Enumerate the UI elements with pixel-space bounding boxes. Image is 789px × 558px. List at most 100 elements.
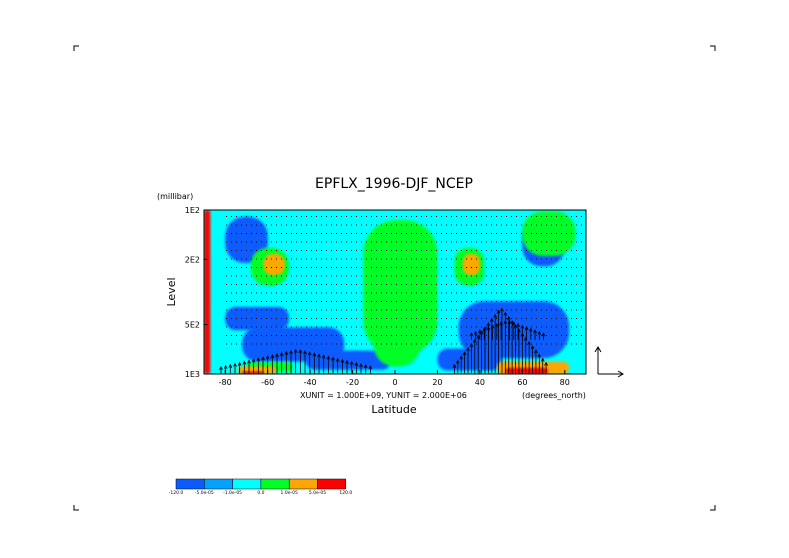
vector-dot bbox=[256, 292, 257, 294]
vector-dot bbox=[471, 275, 472, 277]
vector-dot bbox=[316, 275, 317, 277]
x-tick-label: 60 bbox=[517, 378, 527, 387]
vector-dot bbox=[386, 326, 387, 328]
vector-dot bbox=[496, 309, 497, 311]
vector-dot bbox=[566, 241, 567, 243]
vector-dot bbox=[406, 275, 407, 277]
flux-arrowhead bbox=[223, 364, 228, 369]
vector-dot bbox=[476, 275, 477, 277]
vector-dot bbox=[501, 301, 502, 302]
vector-dot bbox=[326, 250, 327, 251]
vector-dot bbox=[421, 241, 422, 243]
vector-dot bbox=[421, 309, 422, 311]
vector-dot bbox=[326, 318, 327, 319]
x-tick-label: -20 bbox=[346, 378, 359, 387]
vector-dot bbox=[476, 343, 477, 345]
vector-dot bbox=[281, 216, 282, 217]
flux-arrowhead bbox=[279, 351, 284, 357]
vector-dot bbox=[306, 301, 307, 302]
vector-dot bbox=[366, 250, 367, 251]
vector-dot bbox=[236, 343, 237, 345]
vector-dot bbox=[251, 318, 252, 319]
vector-dot bbox=[261, 233, 262, 234]
vector-dot bbox=[331, 309, 332, 311]
vector-dot bbox=[276, 309, 277, 311]
x-tick-label: 0 bbox=[392, 378, 397, 387]
vector-dot bbox=[471, 233, 472, 234]
vector-dot bbox=[461, 309, 462, 311]
vector-dot bbox=[516, 224, 517, 226]
vector-dot bbox=[266, 326, 267, 328]
vector-dot bbox=[341, 233, 342, 234]
vector-dot bbox=[391, 292, 392, 294]
flux-arrowhead bbox=[499, 321, 503, 326]
flux-arrowhead bbox=[261, 356, 265, 361]
vector-dot bbox=[516, 233, 517, 234]
vector-dot bbox=[416, 241, 417, 243]
vector-dot bbox=[531, 335, 532, 336]
vector-dot bbox=[571, 233, 572, 234]
vector-dot bbox=[331, 343, 332, 345]
flux-arrowhead bbox=[537, 330, 542, 335]
flux-arrowhead bbox=[486, 326, 491, 331]
vector-dot bbox=[371, 216, 372, 217]
vector-dot bbox=[431, 284, 432, 285]
vector-dot bbox=[471, 250, 472, 251]
vector-dot bbox=[546, 343, 547, 345]
vector-dot bbox=[541, 267, 542, 268]
vector-dot bbox=[301, 258, 302, 260]
vector-dot bbox=[296, 301, 297, 302]
vector-dot bbox=[376, 275, 377, 277]
vector-dot bbox=[411, 267, 412, 268]
vector-dot bbox=[581, 258, 582, 260]
vector-dot bbox=[486, 284, 487, 285]
vector-dot bbox=[481, 233, 482, 234]
vector-dot bbox=[556, 233, 557, 234]
vector-dot bbox=[451, 233, 452, 234]
vector-dot bbox=[281, 292, 282, 294]
vector-dot bbox=[296, 335, 297, 336]
vector-dot bbox=[446, 292, 447, 294]
vector-dot bbox=[356, 241, 357, 243]
vector-dot bbox=[306, 250, 307, 251]
vector-dot bbox=[451, 335, 452, 336]
vector-dot bbox=[536, 309, 537, 311]
vector-dot bbox=[561, 250, 562, 251]
vector-dot bbox=[291, 233, 292, 234]
vector-dot bbox=[511, 343, 512, 345]
vector-dot bbox=[291, 343, 292, 345]
vector-dot bbox=[366, 233, 367, 234]
vector-dot bbox=[511, 250, 512, 251]
vector-dot bbox=[356, 258, 357, 260]
vector-dot bbox=[381, 233, 382, 234]
vector-dot bbox=[261, 267, 262, 268]
vector-dot bbox=[301, 233, 302, 234]
vector-dot bbox=[536, 301, 537, 302]
vector-dot bbox=[411, 250, 412, 251]
flux-arrowhead bbox=[503, 319, 508, 324]
vector-dot bbox=[346, 284, 347, 285]
vector-dot bbox=[511, 326, 512, 328]
vector-dot bbox=[556, 343, 557, 345]
vector-dot bbox=[501, 292, 502, 294]
vector-dot bbox=[581, 267, 582, 268]
vector-dot bbox=[541, 301, 542, 302]
vector-dot bbox=[271, 258, 272, 260]
vector-dot bbox=[571, 284, 572, 285]
vector-dot bbox=[241, 258, 242, 260]
vector-dot bbox=[551, 309, 552, 311]
vector-dot bbox=[421, 216, 422, 217]
vector-dot bbox=[331, 275, 332, 277]
flux-arrowhead bbox=[233, 362, 237, 367]
vector-dot bbox=[506, 241, 507, 243]
vector-dot bbox=[546, 258, 547, 260]
vector-dot bbox=[401, 233, 402, 234]
vector-dot bbox=[246, 301, 247, 302]
vector-dot bbox=[521, 292, 522, 294]
vector-dot bbox=[311, 343, 312, 345]
vector-dot bbox=[316, 343, 317, 345]
vector-dot bbox=[436, 343, 437, 345]
vector-dot bbox=[396, 284, 397, 285]
vector-dot bbox=[331, 335, 332, 336]
vector-dot bbox=[441, 250, 442, 251]
